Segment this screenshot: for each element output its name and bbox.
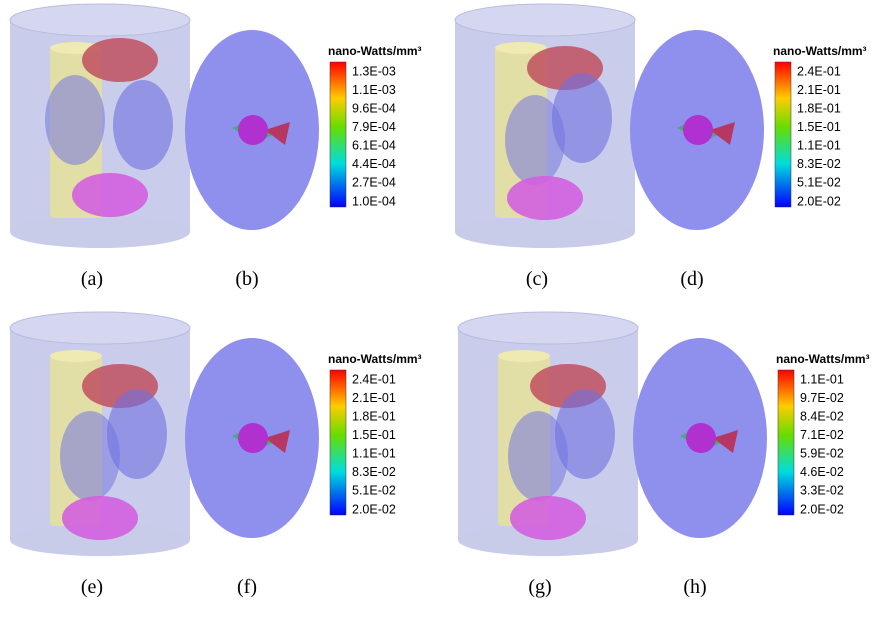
colorbar-tick-label: 2.1E-01 xyxy=(797,83,841,97)
blue-ellipsoid xyxy=(45,75,105,165)
yellow-rod-top xyxy=(498,350,550,362)
colorbar-tick-label: 4.6E-02 xyxy=(800,465,844,479)
colorbar-tick-label: 2.4E-01 xyxy=(352,372,396,386)
colorbar-tick-label: 1.5E-01 xyxy=(797,120,841,134)
colorbar-tick-label: 1.8E-01 xyxy=(797,101,841,115)
red-ellipsoid xyxy=(82,38,158,82)
source-sphere xyxy=(238,423,268,453)
colorbar-tick-label: 2.0E-02 xyxy=(797,194,841,208)
colorbar-tick-label: 8.3E-02 xyxy=(797,157,841,171)
cylinder-bottom xyxy=(455,216,635,248)
blue-ellipsoid xyxy=(107,389,167,479)
magenta-ellipsoid xyxy=(72,173,148,217)
panel-label: (f) xyxy=(237,576,257,598)
colorbar-tick-label: 5.1E-02 xyxy=(797,176,841,190)
cylinder-top xyxy=(10,312,190,344)
source-sphere xyxy=(686,423,716,453)
panel-label: (b) xyxy=(235,268,258,290)
colorbar-tick-label: 4.4E-04 xyxy=(352,157,396,171)
magenta-ellipsoid xyxy=(507,176,583,220)
panel-label: (e) xyxy=(81,576,103,598)
colorbar-tick-label: 2.1E-01 xyxy=(352,391,396,405)
colorbar xyxy=(330,62,346,207)
cylinder-top xyxy=(455,4,635,36)
panel-label: (a) xyxy=(81,268,103,290)
figure: nano-Watts/mm³ 1.3E-03 1.1E-03 9.6E-04 7.9E-… xyxy=(0,0,893,618)
source-sphere xyxy=(683,115,713,145)
panel-label: (h) xyxy=(683,576,706,598)
colorbar-tick-label: 7.1E-02 xyxy=(800,428,844,442)
panel-group: nano-Watts/mm³ 2.4E-01 2.1E-01 1.8E-01 1.5E-… xyxy=(455,4,867,290)
magenta-ellipsoid xyxy=(510,496,586,540)
colorbar-tick-label: 8.4E-02 xyxy=(800,409,844,423)
colorbar xyxy=(778,370,794,515)
blue-ellipsoid xyxy=(555,389,615,479)
colorbar-tick-label: 3.3E-02 xyxy=(800,484,844,498)
blue-ellipsoid xyxy=(552,73,612,163)
colorbar-tick-label: 9.7E-02 xyxy=(800,391,844,405)
colorbar-title: nano-Watts/mm³ xyxy=(773,44,867,58)
colorbar-tick-label: 7.9E-04 xyxy=(352,120,396,134)
panel-group: nano-Watts/mm³ 1.3E-03 1.1E-03 9.6E-04 7.9E-… xyxy=(10,4,422,290)
yellow-rod-top xyxy=(50,350,102,362)
magenta-ellipsoid xyxy=(62,496,138,540)
cylinder-top xyxy=(458,312,638,344)
colorbar-tick-label: 1.0E-04 xyxy=(352,194,396,208)
colorbar-tick-label: 1.3E-03 xyxy=(352,64,396,78)
cylinder-bottom xyxy=(10,216,190,248)
colorbar-tick-label: 2.7E-04 xyxy=(352,176,396,190)
colorbar-tick-label: 5.9E-02 xyxy=(800,447,844,461)
colorbar-tick-label: 1.1E-03 xyxy=(352,83,396,97)
panel-label: (c) xyxy=(526,268,548,290)
colorbar-tick-label: 1.1E-01 xyxy=(800,372,844,386)
colorbar-tick-label: 8.3E-02 xyxy=(352,465,396,479)
colorbar-tick-label: 1.1E-01 xyxy=(352,447,396,461)
colorbar-tick-label: 2.0E-02 xyxy=(352,502,396,516)
colorbar-tick-label: 9.6E-04 xyxy=(352,101,396,115)
colorbar-title: nano-Watts/mm³ xyxy=(328,44,422,58)
panel-label: (d) xyxy=(680,268,703,290)
colorbar-tick-label: 6.1E-04 xyxy=(352,139,396,153)
panel-label: (g) xyxy=(528,576,551,598)
colorbar-tick-label: 1.5E-01 xyxy=(352,428,396,442)
colorbar-tick-label: 1.1E-01 xyxy=(797,139,841,153)
colorbar-tick-label: 1.8E-01 xyxy=(352,409,396,423)
panel-group: nano-Watts/mm³ 1.1E-01 9.7E-02 8.4E-02 7.1E-… xyxy=(458,312,870,598)
panel-group: nano-Watts/mm³ 2.4E-01 2.1E-01 1.8E-01 1.5E-… xyxy=(10,312,422,598)
blue-ellipsoid xyxy=(113,80,173,170)
colorbar-tick-label: 2.4E-01 xyxy=(797,64,841,78)
colorbar xyxy=(330,370,346,515)
colorbar-tick-label: 5.1E-02 xyxy=(352,484,396,498)
cylinder-top xyxy=(10,4,190,36)
colorbar-title: nano-Watts/mm³ xyxy=(328,352,422,366)
colorbar-tick-label: 2.0E-02 xyxy=(800,502,844,516)
source-sphere xyxy=(238,115,268,145)
colorbar-title: nano-Watts/mm³ xyxy=(776,352,870,366)
colorbar xyxy=(775,62,791,207)
